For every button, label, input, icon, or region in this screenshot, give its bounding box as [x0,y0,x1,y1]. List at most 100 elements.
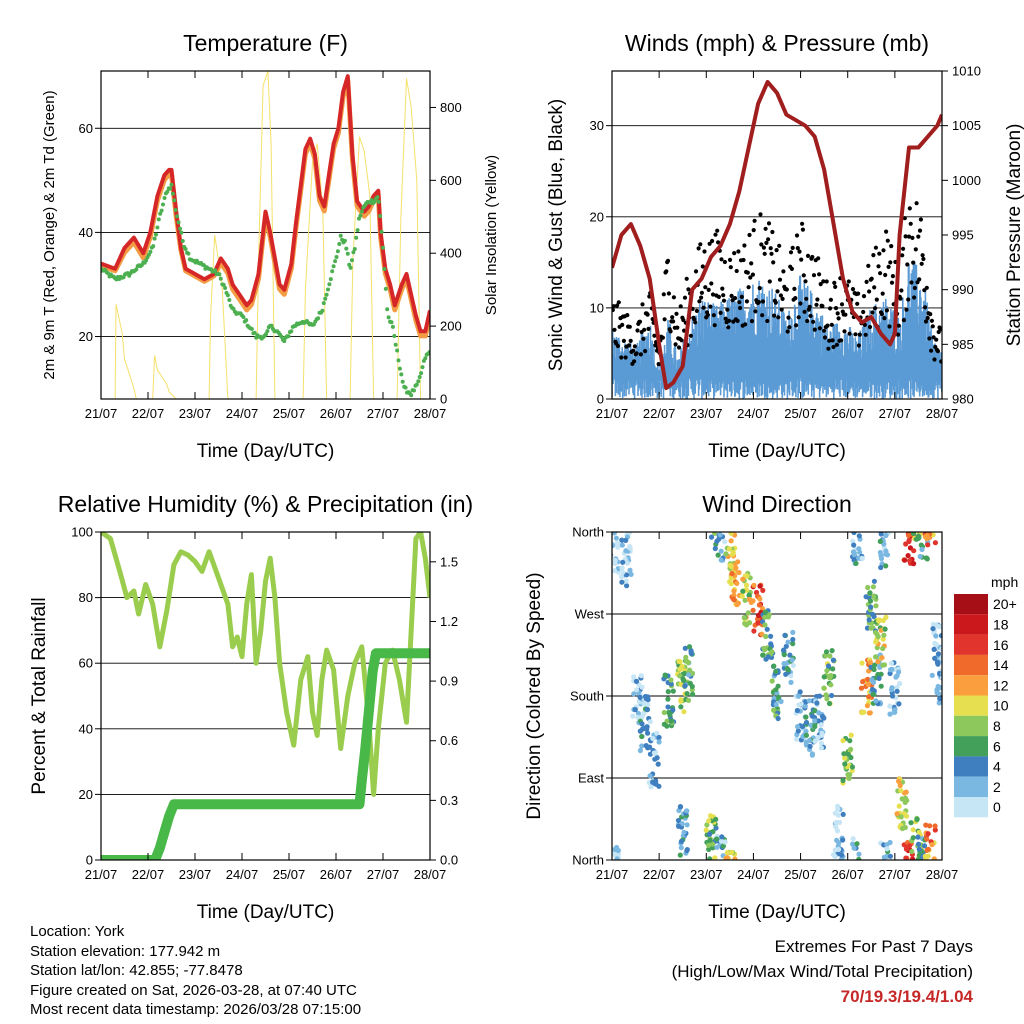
direction-point [639,721,645,727]
direction-point [627,545,633,551]
dewpoint-point [358,213,363,218]
direction-point [943,662,948,667]
gust-point [826,346,831,351]
direction-point [650,735,656,742]
direction-point [771,707,777,713]
direction-point [624,583,630,589]
gust-point [815,297,820,302]
gust-point [759,242,764,247]
gust-point [621,338,627,343]
gust-point [758,212,763,217]
direction-point [897,681,903,687]
gust-point [916,234,921,239]
y-tick-label: South [570,689,604,704]
gust-point [635,328,640,333]
gust-point [839,302,845,307]
dewpoint-point [161,202,165,207]
direction-point [902,824,908,831]
direction-point [787,652,793,658]
dewpoint-point [269,323,274,328]
direction-point [848,746,854,753]
gust-point [886,264,891,269]
dewpoint-point [244,318,249,323]
gust-point [802,309,807,314]
dewpoint-point [176,220,181,225]
dewpoint-point [357,216,361,221]
direction-point [929,672,935,679]
direction-point [856,546,862,552]
direction-point [793,736,800,742]
gust-point [744,299,750,304]
gust-point [625,313,630,318]
direction-point [867,659,874,665]
gust-point [794,233,800,238]
gust-point [911,260,916,265]
gust-point [784,287,789,292]
dewpoint-point [330,269,335,274]
direction-point [706,842,712,848]
gust-point [811,319,816,324]
direction-point [935,651,942,657]
direction-point [891,707,898,713]
gust-point [643,349,648,354]
direction-point [943,667,948,672]
dewpoint-point [201,263,206,268]
gust-point [880,291,885,296]
direction-point [680,676,686,682]
direction-point [884,846,890,852]
direction-point [773,668,779,674]
legend-label: 16 [993,637,1009,653]
direction-point [943,667,948,672]
dewpoint-point [159,208,164,213]
direction-point [871,594,877,600]
y2-axis-label: Station Pressure (Maroon) [1004,124,1024,347]
gust-point [729,293,734,298]
dewpoint-point [334,255,339,259]
gust-point [816,256,821,261]
y-axis-label: Sonic Wind & Gust (Blue, Black) [546,99,567,371]
direction-point [931,856,937,860]
gust-point [751,228,756,233]
direction-point [637,728,643,734]
gust-point [793,296,798,301]
direction-point [838,856,844,860]
gust-point [642,327,647,332]
direction-point [620,569,626,575]
dewpoint-point [417,375,422,379]
direction-point [917,553,923,560]
gust-point [810,254,815,260]
direction-point [909,848,915,855]
gust-point [797,249,802,254]
gust-point [660,335,666,340]
direction-point [684,808,690,814]
direction-point [784,665,790,672]
gust-point [874,297,879,302]
dewpoint-point [169,182,174,187]
direction-point [713,825,719,831]
direction-point [718,557,724,563]
gust-point [867,324,873,330]
direction-point [854,841,860,847]
gust-point [745,270,750,275]
gust-point [918,217,924,222]
direction-point [830,657,837,663]
dewpoint-point [333,259,338,264]
direction-point [714,844,720,850]
gust-point [779,307,784,312]
direction-point [859,555,865,562]
extremes-box: Extremes For Past 7 Days (High/Low/Max W… [672,934,973,1009]
direction-point [828,672,834,679]
dewpoint-point [221,282,226,287]
direction-point [865,681,871,688]
direction-point [834,828,841,834]
direction-point [795,724,801,730]
y2-tick-label: 985 [952,337,974,352]
gust-point [855,301,860,306]
x-tick-label: 26/07 [320,867,353,882]
direction-point [932,823,938,829]
gust-point [929,348,934,353]
gust-point [834,342,840,347]
gust-point [889,280,895,285]
dewpoint-point [173,208,178,212]
direction-point [802,703,808,709]
